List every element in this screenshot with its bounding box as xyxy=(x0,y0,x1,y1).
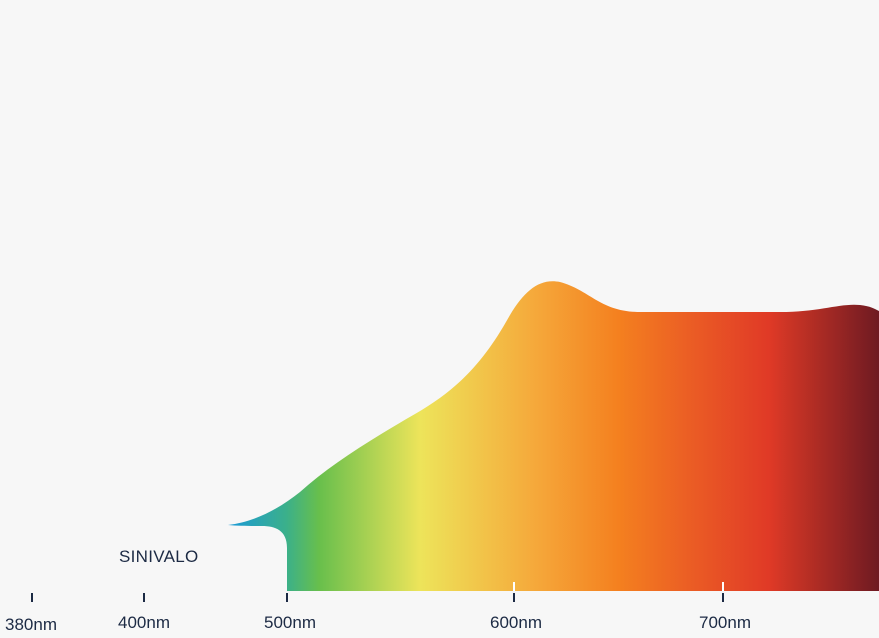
spectrum-area xyxy=(228,281,879,591)
annotation-sinivalo: SINIVALO xyxy=(119,547,199,566)
xtick-label: 380nm xyxy=(5,615,57,634)
xtick-label: 700nm xyxy=(699,613,751,632)
xtick-label: 400nm xyxy=(118,613,170,632)
xtick-label: 600nm xyxy=(490,613,542,632)
xtick-label: 500nm xyxy=(264,613,316,632)
